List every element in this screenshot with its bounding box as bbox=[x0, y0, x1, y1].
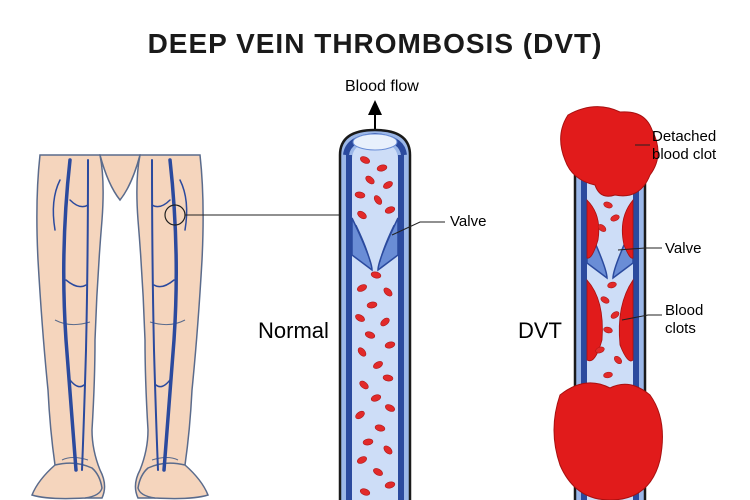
legs-illustration bbox=[32, 155, 208, 499]
dvt-vein bbox=[554, 107, 662, 500]
diagram-canvas bbox=[0, 0, 750, 500]
valve-dvt-label: Valve bbox=[665, 240, 701, 257]
valve-normal-label: Valve bbox=[450, 213, 486, 230]
blood-flow-label: Blood flow bbox=[345, 78, 419, 96]
detached-clot-label: Detached blood clot bbox=[652, 128, 716, 164]
dvt-label: DVT bbox=[518, 318, 562, 344]
normal-vein bbox=[340, 100, 445, 500]
flow-arrow-head bbox=[368, 100, 382, 115]
normal-label: Normal bbox=[258, 318, 329, 344]
bottom-clot bbox=[554, 383, 662, 500]
blood-clots-label: Blood clots bbox=[665, 302, 703, 338]
